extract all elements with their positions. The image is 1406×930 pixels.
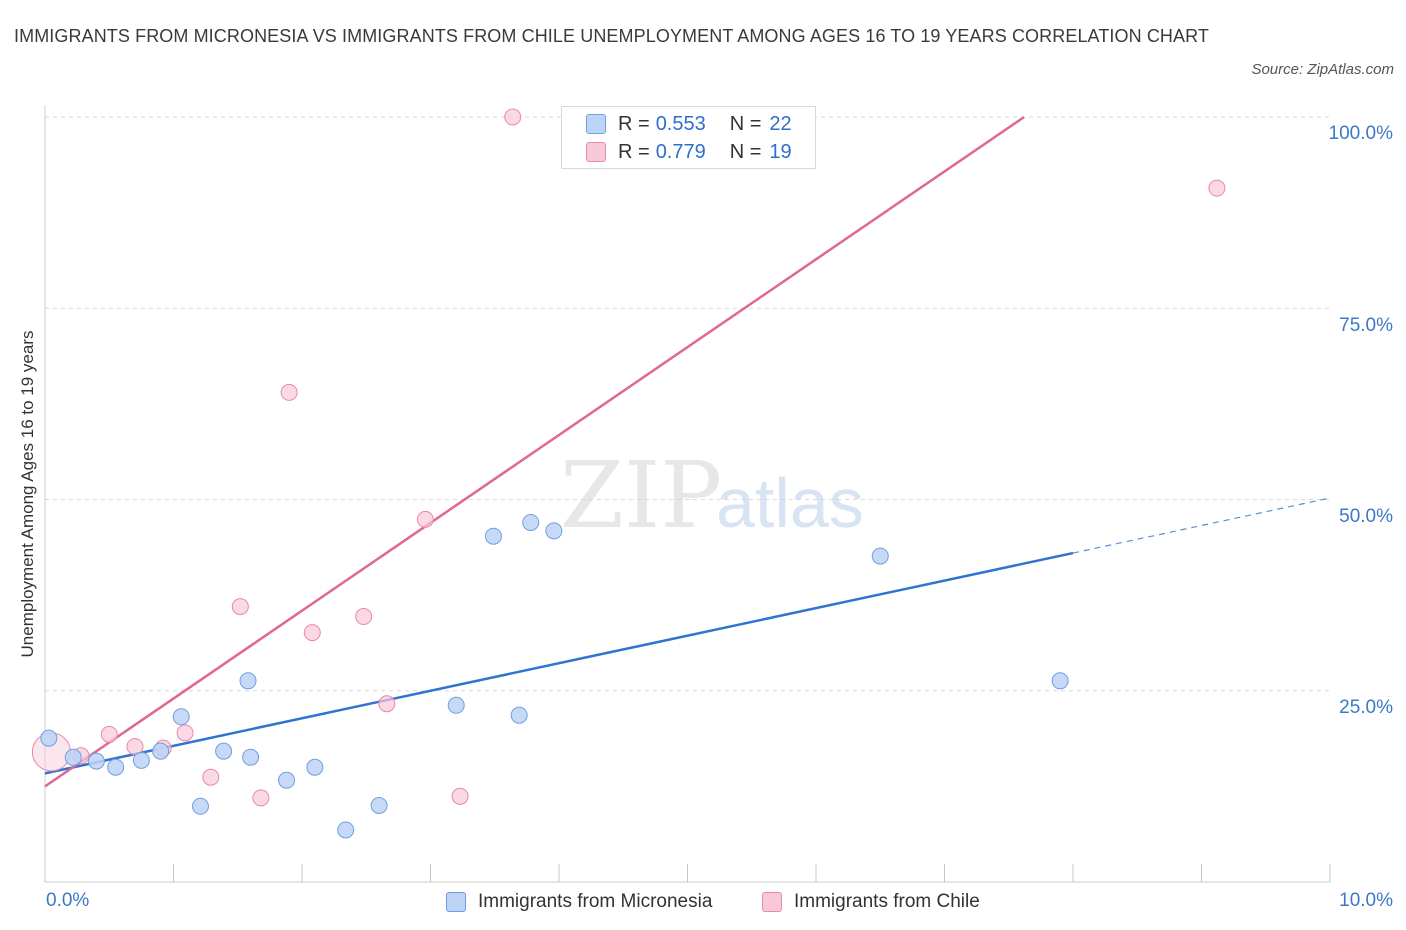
micronesia-point [239, 672, 257, 690]
legend-row-chile: R = 0.779 N = 19 [586, 138, 792, 166]
y-tick-label-75: 75.0% [1339, 315, 1393, 336]
trendline-chile [44, 115, 1025, 788]
micronesia-point [107, 758, 125, 776]
watermark-atlas: atlas [716, 464, 864, 542]
trendline-micronesia-extension [1072, 497, 1331, 554]
chile-point [1208, 179, 1226, 197]
micronesia-point [172, 708, 190, 726]
n-value-chile: 19 [769, 140, 792, 163]
chile-point [202, 768, 220, 786]
watermark-zip: ZIP [560, 442, 722, 549]
micronesia-point [522, 513, 540, 531]
bottom-legend-chile: Immigrants from Chile [762, 888, 980, 916]
y-tick-label-25: 25.0% [1339, 697, 1393, 718]
trendline-micronesia [44, 551, 1074, 775]
r-value-chile: 0.779 [655, 140, 706, 163]
micronesia-point [64, 748, 82, 766]
y-tick-label-50: 50.0% [1339, 506, 1393, 527]
r-label: R = [618, 140, 650, 163]
y-tick-label-100: 100.0% [1328, 123, 1393, 144]
chile-point [280, 383, 298, 401]
micronesia-point [545, 522, 563, 540]
micronesia-point [337, 821, 355, 839]
chile-point [355, 608, 373, 626]
chile-point [100, 725, 118, 743]
watermark: ZIP atlas [560, 442, 864, 549]
micronesia-point [1051, 672, 1069, 690]
n-label: N = [729, 112, 762, 135]
micronesia-point [278, 771, 296, 789]
micronesia-point [510, 706, 528, 724]
chile-swatch [586, 142, 606, 162]
correlation-legend: R = 0.553 N = 22 R = 0.779 N = 19 [561, 106, 816, 169]
x-tick-label-max: 10.0% [1339, 890, 1393, 911]
trend-layer [44, 115, 1331, 788]
chile-legend-swatch [762, 892, 782, 912]
micronesia-legend-label: Immigrants from Micronesia [478, 891, 713, 912]
source-credit: Source: ZipAtlas.com [1251, 61, 1394, 78]
micronesia-point [484, 527, 502, 545]
micronesia-point [215, 742, 233, 760]
micronesia-point [370, 797, 388, 814]
micronesia-swatch [586, 114, 606, 134]
x-tick-label-min: 0.0% [46, 890, 90, 911]
chile-point [378, 695, 396, 713]
chile-point [176, 724, 194, 742]
chile-point [504, 108, 522, 126]
micronesia-point [40, 729, 58, 747]
chile-point [231, 598, 249, 616]
n-label: N = [729, 140, 762, 163]
chile-point [303, 624, 321, 642]
n-value-micronesia: 22 [769, 112, 792, 135]
micronesia-point [306, 758, 324, 776]
chile-legend-label: Immigrants from Chile [794, 891, 980, 912]
micronesia-point [447, 696, 465, 714]
r-label: R = [618, 112, 650, 135]
chart-title: IMMIGRANTS FROM MICRONESIA VS IMMIGRANTS… [14, 26, 1209, 46]
micronesia-point [242, 748, 260, 766]
axis-layer [44, 105, 1331, 883]
chile-point [451, 787, 469, 805]
legend-row-micronesia: R = 0.553 N = 22 [586, 110, 792, 138]
bottom-legend-micronesia: Immigrants from Micronesia [446, 888, 712, 916]
micronesia-legend-swatch [446, 892, 466, 912]
chile-point [416, 510, 434, 528]
micronesia-point [191, 797, 209, 815]
micronesia-point [152, 742, 170, 760]
r-value-micronesia: 0.553 [655, 112, 706, 135]
micronesia-point [87, 752, 105, 770]
micronesia-point [132, 751, 150, 769]
micronesia-point [871, 547, 889, 565]
chile-point [252, 789, 270, 807]
chile-point [126, 738, 144, 756]
